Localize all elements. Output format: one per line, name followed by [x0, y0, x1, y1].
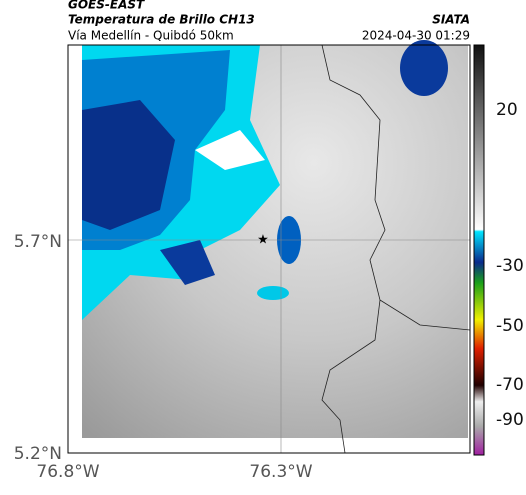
- location-star: ★: [257, 233, 269, 248]
- colorbar-tick: -70: [496, 375, 524, 395]
- map: ★ 5.7°N 5.2°N 76.8°W 76.3°W: [14, 40, 471, 482]
- brand: SIATA: [432, 13, 470, 27]
- title: Temperatura de Brillo CH13: [68, 13, 255, 27]
- colorbar-tick: -50: [496, 316, 524, 336]
- cloud-cell: [257, 286, 289, 300]
- subtitle: Vía Medellín - Quibdó 50km: [68, 29, 234, 43]
- cloud-core: [82, 100, 175, 230]
- header: GOES-EAST Temperatura de Brillo CH13 Vía…: [68, 0, 470, 43]
- lat-label: 5.2°N: [14, 444, 62, 464]
- colorbar-tick: 20: [496, 100, 518, 120]
- cloud-hole: [195, 130, 265, 170]
- map-frame: [67, 44, 471, 454]
- colorbar-tick: -30: [496, 256, 524, 276]
- colorbar-scale: [473, 44, 485, 456]
- cloud-cell: [400, 40, 448, 96]
- source: GOES-EAST: [68, 0, 145, 12]
- colorbar-tick: -90: [496, 410, 524, 430]
- lon-label: 76.3°W: [249, 462, 312, 482]
- cloud-cell: [160, 240, 215, 285]
- timestamp: 2024-04-30 01:29: [362, 29, 470, 43]
- colorbar: 20 -30 -50 -70 -90: [473, 44, 524, 456]
- border-line: [321, 44, 471, 454]
- lat-label: 5.7°N: [14, 232, 62, 252]
- lon-label: 76.8°W: [36, 462, 99, 482]
